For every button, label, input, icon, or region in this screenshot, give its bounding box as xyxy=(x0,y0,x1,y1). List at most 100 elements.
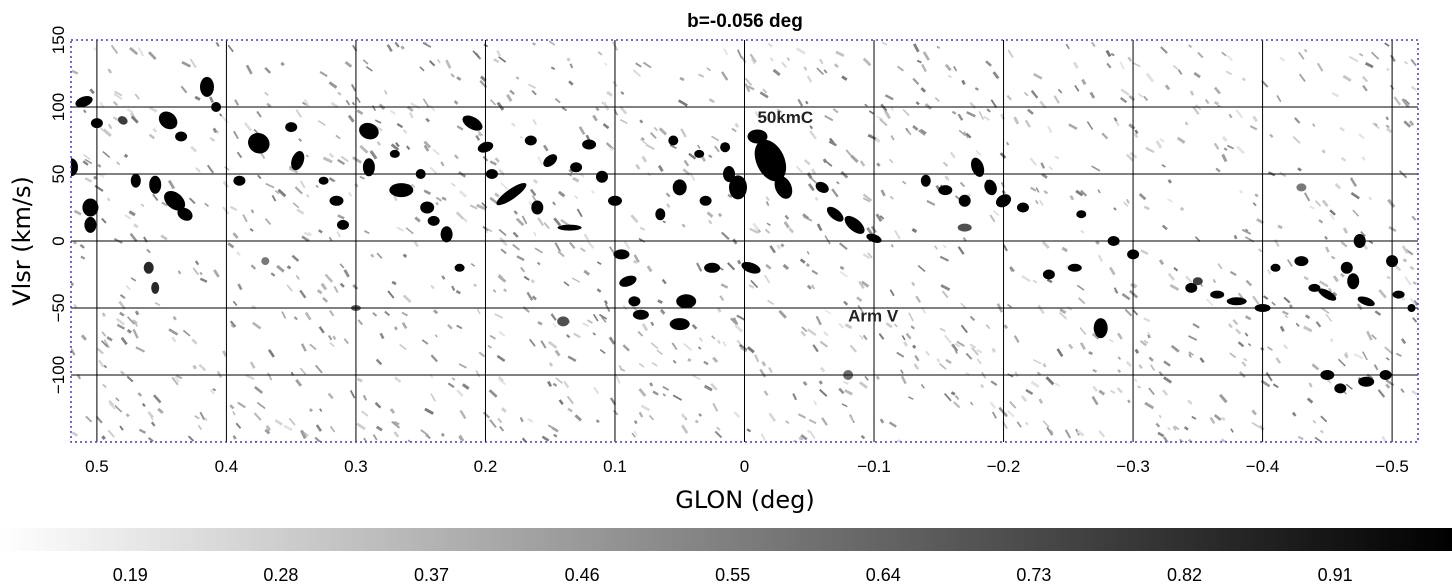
noise-mark xyxy=(98,359,105,368)
noise-mark xyxy=(197,424,203,431)
noise-mark xyxy=(1258,248,1263,253)
noise-mark xyxy=(879,418,885,424)
noise-mark xyxy=(802,380,808,387)
noise-mark xyxy=(1101,132,1109,140)
noise-mark xyxy=(1373,364,1379,371)
noise-mark xyxy=(315,424,323,432)
emission-clump xyxy=(628,296,641,307)
noise-mark xyxy=(470,263,476,267)
emission-clump xyxy=(318,176,329,185)
noise-mark xyxy=(941,290,949,299)
noise-mark xyxy=(954,342,961,348)
chart-title: b=-0.056 deg xyxy=(687,11,803,32)
noise-mark xyxy=(1127,399,1131,404)
noise-mark xyxy=(596,261,602,266)
noise-mark xyxy=(422,98,430,108)
noise-mark xyxy=(376,141,382,146)
emission-clump xyxy=(1294,256,1309,267)
noise-mark xyxy=(494,313,504,319)
noise-mark xyxy=(106,197,111,202)
noise-mark xyxy=(108,123,113,130)
noise-mark xyxy=(638,411,644,418)
noise-mark xyxy=(300,343,307,352)
noise-mark xyxy=(706,211,714,218)
noise-mark xyxy=(961,79,966,85)
noise-mark xyxy=(1281,310,1289,316)
noise-mark xyxy=(631,432,636,438)
noise-mark xyxy=(327,334,333,341)
noise-mark xyxy=(329,425,336,433)
emission-clump xyxy=(1017,202,1029,213)
noise-mark xyxy=(911,227,918,233)
noise-mark xyxy=(1059,308,1067,315)
colorbar-tick-label: 0.82 xyxy=(1167,565,1202,585)
noise-mark xyxy=(703,360,709,366)
noise-mark xyxy=(1297,167,1302,172)
noise-mark xyxy=(126,108,134,114)
noise-mark xyxy=(940,284,951,291)
noise-mark xyxy=(795,47,806,55)
noise-mark xyxy=(687,357,692,362)
noise-mark xyxy=(578,126,586,135)
noise-mark xyxy=(596,288,602,293)
noise-mark xyxy=(1132,283,1138,288)
noise-mark xyxy=(1213,100,1220,106)
noise-mark xyxy=(1163,360,1171,367)
noise-mark xyxy=(719,295,725,302)
noise-mark xyxy=(563,380,570,389)
noise-mark xyxy=(1120,97,1128,104)
noise-mark xyxy=(266,372,273,381)
noise-mark xyxy=(1009,400,1017,409)
noise-mark xyxy=(435,201,439,206)
noise-mark xyxy=(440,161,445,167)
noise-mark xyxy=(568,168,574,174)
emission-clump xyxy=(389,183,414,198)
noise-mark xyxy=(818,58,824,65)
noise-mark xyxy=(389,408,396,414)
noise-mark xyxy=(327,392,334,400)
noise-mark xyxy=(125,413,130,418)
noise-mark xyxy=(769,57,775,62)
noise-mark xyxy=(1079,342,1086,350)
noise-mark xyxy=(541,435,550,442)
noise-mark xyxy=(116,161,121,166)
noise-mark xyxy=(101,312,106,317)
noise-mark xyxy=(1213,413,1222,422)
noise-mark xyxy=(1298,51,1305,60)
noise-mark xyxy=(698,336,704,342)
noise-mark xyxy=(965,132,972,139)
noise-mark xyxy=(985,60,992,67)
noise-mark xyxy=(1275,357,1282,364)
noise-mark xyxy=(612,409,619,416)
noise-mark xyxy=(893,323,898,328)
noise-mark xyxy=(115,317,125,326)
noise-mark xyxy=(402,294,412,303)
noise-mark xyxy=(703,384,713,392)
noise-mark xyxy=(256,401,266,410)
noise-mark xyxy=(1161,224,1168,231)
noise-mark xyxy=(867,252,873,259)
noise-mark xyxy=(824,309,832,315)
noise-mark xyxy=(811,284,815,290)
noise-mark xyxy=(531,90,537,96)
emission-clump xyxy=(329,195,344,206)
noise-mark xyxy=(512,231,519,238)
noise-mark xyxy=(362,59,369,65)
noise-mark xyxy=(720,231,730,240)
noise-mark xyxy=(180,85,188,94)
noise-mark xyxy=(800,434,808,441)
noise-mark xyxy=(989,214,996,223)
noise-mark xyxy=(1113,287,1119,294)
noise-mark xyxy=(521,215,528,225)
noise-mark xyxy=(875,213,883,222)
noise-mark xyxy=(806,75,813,83)
emission-clump xyxy=(285,122,298,133)
noise-mark xyxy=(614,373,621,384)
noise-mark xyxy=(393,420,400,426)
colorbar-tick-label: 0.73 xyxy=(1016,565,1051,585)
noise-mark xyxy=(1412,299,1418,306)
noise-mark xyxy=(734,122,740,129)
noise-mark xyxy=(555,377,563,384)
noise-mark xyxy=(328,81,338,89)
noise-mark xyxy=(286,265,292,270)
